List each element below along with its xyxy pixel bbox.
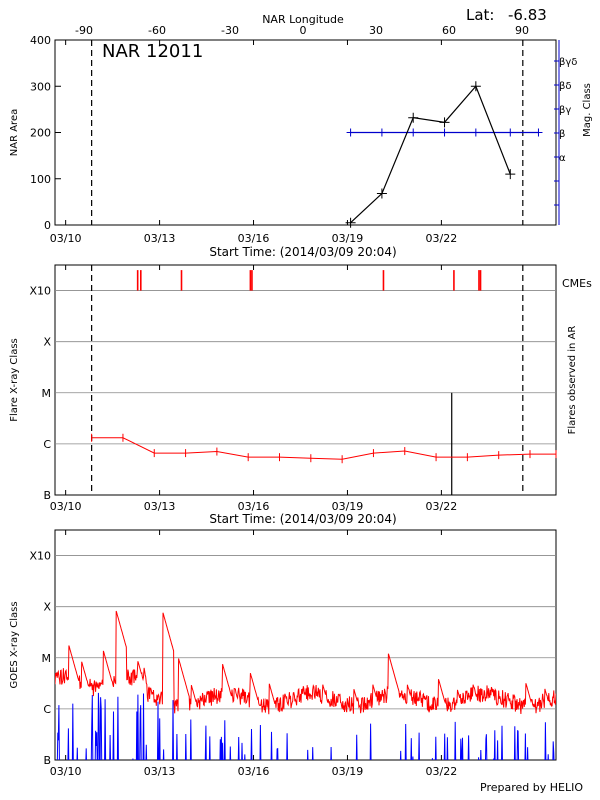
nar-area-xtick-label: 03/22	[426, 232, 458, 245]
nar-area-series-line	[350, 85, 511, 224]
lat-label: Lat:	[466, 6, 494, 24]
goes-xtick-label: 03/10	[50, 765, 82, 778]
nar-area-ytick-label: 300	[30, 80, 51, 93]
flare-ytick-label: C	[43, 438, 51, 451]
goes-xtick-label: 03/22	[426, 765, 458, 778]
goes-xtick-label: 03/19	[332, 765, 364, 778]
nar-area-ytick-label: 100	[30, 173, 51, 186]
mag-class-point	[409, 128, 418, 137]
mag-class-point	[346, 128, 355, 137]
goes-long-flux-line	[55, 610, 556, 715]
goes-frame	[54, 529, 557, 761]
nar-longitude-tick-label: -60	[148, 24, 166, 37]
goes-ytick-label: M	[42, 652, 52, 665]
nar-area-panel: 0 100 200 300 400 NAR Area -90 -60 -30 0 30 60 90 NAR…	[9, 13, 593, 259]
flare-frame	[54, 264, 557, 496]
flare-ylabel-right: Flares observed in AR	[567, 326, 578, 435]
flare-xtick-label: 03/16	[238, 500, 270, 513]
flare-ytick-label: B	[43, 489, 51, 502]
goes-xtick-label: 03/16	[238, 765, 270, 778]
nar-longitude-label: NAR Longitude	[262, 13, 344, 26]
goes-short-flux-line	[56, 692, 555, 760]
flare-xtick-label: 03/13	[144, 500, 176, 513]
nar-area-point	[408, 112, 419, 123]
mag-class-ylabel: Mag. Class	[582, 83, 593, 137]
flare-ytick-label: X	[43, 336, 51, 349]
mag-class-point	[440, 128, 449, 137]
nar-longitude-tick-label: -30	[221, 24, 239, 37]
nar-longitude-tick-label: 30	[369, 24, 383, 37]
flare-ylabel: Flare X-ray Class	[9, 338, 20, 422]
nar-area-ytick-label: 400	[30, 34, 51, 47]
flare-panel: B C M X X10 Flare X-ray Class Flares observed …	[9, 264, 592, 526]
goes-panel: B C M X X10 GOES X-ray Class 03/10 03/13 03/16 03…	[9, 529, 557, 778]
nar-longitude-tick-label: 0	[300, 24, 307, 37]
flare-xtick-label: 03/10	[50, 500, 82, 513]
nar-longitude-tick-label: -90	[75, 24, 93, 37]
flare-series-line	[91, 437, 556, 460]
flare-xtick-label: 03/22	[426, 500, 458, 513]
flare-ytick-label: M	[42, 387, 52, 400]
mag-class-tick-label: βγ	[559, 105, 571, 116]
mag-class-point	[377, 128, 386, 137]
nar-area-xtick-label: 03/19	[332, 232, 364, 245]
goes-ytick-label: C	[43, 703, 51, 716]
nar-area-title: NAR 12011	[102, 41, 203, 62]
flare-xlabel: Start Time: (2014/03/09 20:04)	[209, 512, 396, 526]
nar-longitude-tick-label: 60	[442, 24, 456, 37]
mag-class-tick-label: β	[559, 129, 565, 140]
nar-area-ytick-label: 200	[30, 127, 51, 140]
nar-area-ytick-label: 0	[44, 219, 51, 232]
nar-area-xlabel: Start Time: (2014/03/09 20:04)	[209, 245, 396, 259]
nar-area-point	[505, 169, 516, 180]
nar-area-point	[439, 117, 450, 128]
goes-xtick-label: 03/13	[144, 765, 176, 778]
mag-class-tick-label: βγδ	[559, 57, 577, 68]
footer-credit: Prepared by HELIO	[480, 781, 583, 794]
mag-class-tick-label: α	[559, 153, 566, 164]
nar-area-point	[376, 188, 387, 199]
nar-area-point	[345, 217, 356, 228]
nar-area-xtick-label: 03/16	[238, 232, 270, 245]
mag-class-point	[506, 128, 515, 137]
mag-class-tick-label: βδ	[559, 81, 572, 92]
lat-value: -6.83	[508, 6, 547, 24]
flare-xtick-label: 03/19	[332, 500, 364, 513]
cme-label: CMEs	[562, 277, 592, 290]
nar-longitude-tick-label: 90	[515, 24, 529, 37]
goes-series-group	[55, 610, 556, 760]
goes-ytick-label: B	[43, 754, 51, 767]
mag-class-point	[471, 128, 480, 137]
goes-ytick-label: X10	[29, 550, 51, 563]
goes-ylabel: GOES X-ray Class	[9, 601, 20, 688]
flare-ytick-label: X10	[29, 285, 51, 298]
nar-area-xtick-label: 03/13	[144, 232, 176, 245]
mag-class-point	[534, 128, 543, 137]
nar-area-point	[470, 81, 481, 92]
nar-area-ylabel: NAR Area	[9, 109, 20, 156]
goes-ytick-label: X	[43, 601, 51, 614]
nar-area-xtick-label: 03/10	[50, 232, 82, 245]
